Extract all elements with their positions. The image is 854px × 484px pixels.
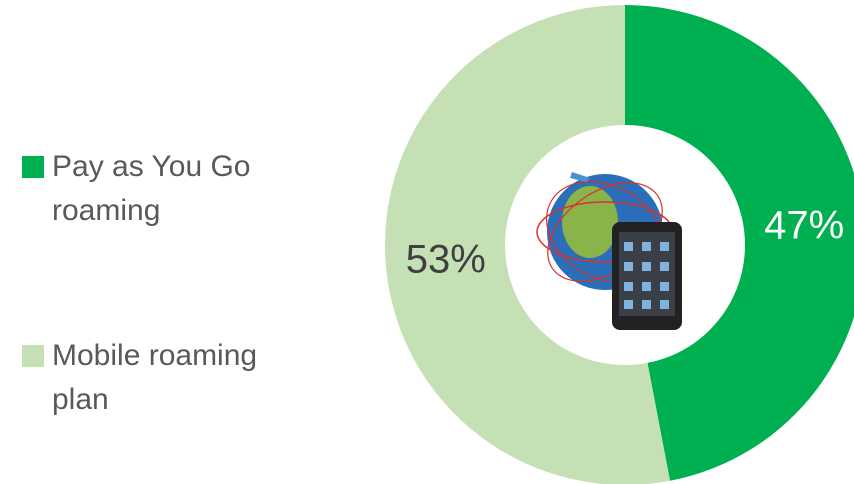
slice: [385, 5, 670, 484]
slice: [625, 5, 854, 481]
legend-swatch: [22, 156, 44, 178]
value-labels: 47% 53%: [406, 204, 844, 282]
legend-label: Mobile roaming plan: [52, 339, 258, 416]
legend-item: Pay as You Go roaming: [22, 145, 322, 233]
plane: [570, 172, 590, 182]
legend-label: Pay as You Go roaming: [52, 150, 251, 227]
legend-swatch: [22, 345, 44, 367]
slices: [385, 5, 854, 484]
globe-land: [562, 186, 618, 258]
phone-apps: [624, 242, 669, 309]
legend-item: Mobile roaming plan: [22, 334, 322, 422]
value-label: 53%: [406, 238, 486, 282]
center-icon: [536, 172, 682, 330]
value-label: 47%: [764, 204, 844, 248]
